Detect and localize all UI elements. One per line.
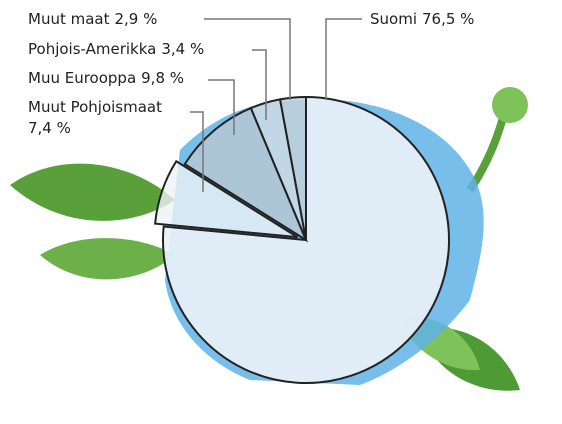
category-label: Suomi — [370, 10, 417, 28]
leader-line — [326, 19, 362, 100]
chart: Suomi 76,5 % Muut Pohjoismaat 7,4 % Muu Euro… — [0, 0, 562, 424]
stem — [470, 110, 505, 190]
leaf — [10, 164, 175, 221]
value-label: 2,9 % — [114, 10, 157, 28]
category-label: Muu Eurooppa — [28, 69, 136, 87]
slice-label: Muu Eurooppa 9,8 % — [28, 69, 184, 87]
slice-label: Pohjois-Amerikka 3,4 % — [28, 40, 204, 58]
slice-label: Muut Pohjoismaat 7,4 % — [28, 98, 162, 137]
leaf — [40, 238, 175, 279]
category-label: Muut Pohjoismaat — [28, 98, 162, 116]
value-label: 3,4 % — [161, 40, 204, 58]
value-label: 7,4 % — [28, 119, 71, 137]
bud — [492, 87, 528, 123]
category-label: Muut maat — [28, 10, 110, 28]
category-label: Pohjois-Amerikka — [28, 40, 156, 58]
leader-line — [204, 19, 290, 100]
value-label: 76,5 % — [422, 10, 474, 28]
value-label: 9,8 % — [141, 69, 184, 87]
slice-label: Suomi 76,5 % — [370, 10, 474, 28]
